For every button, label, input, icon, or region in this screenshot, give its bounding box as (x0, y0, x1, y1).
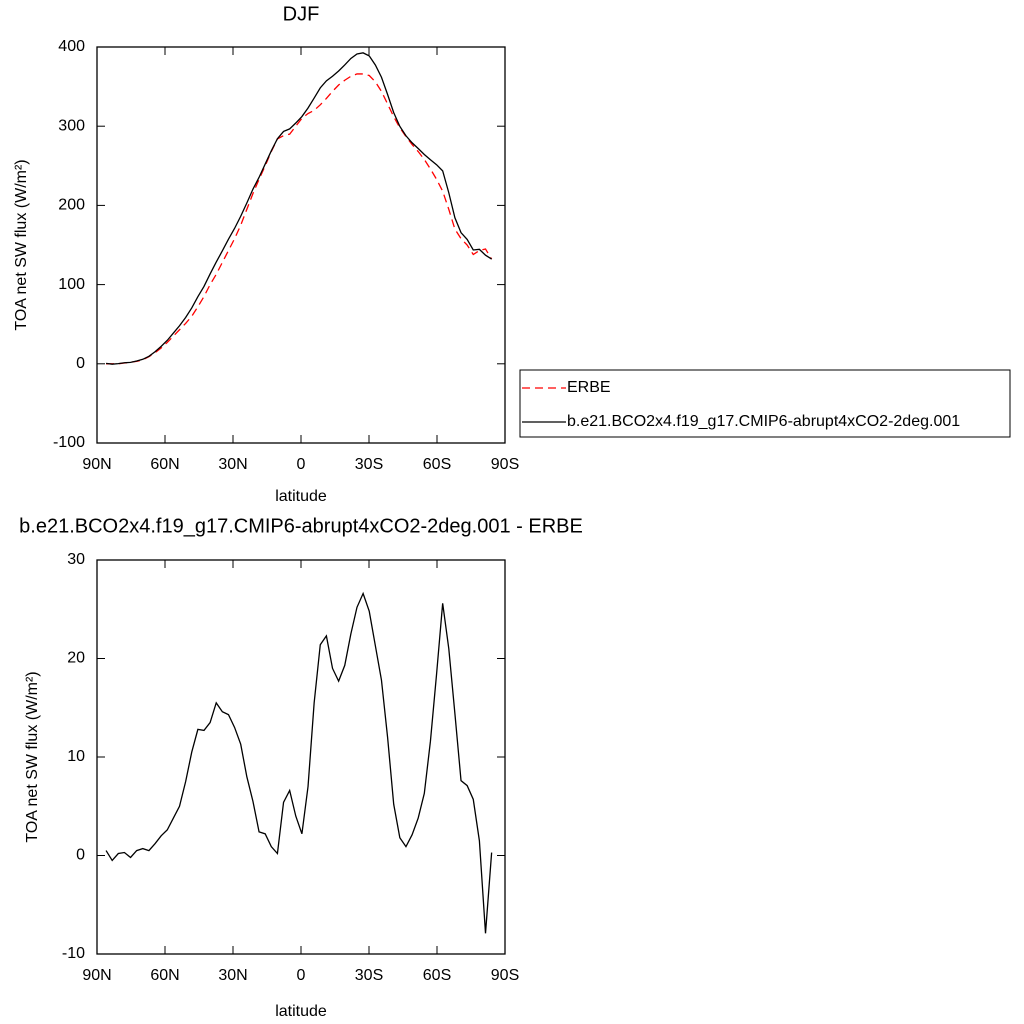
x-tick-label: 90S (491, 967, 519, 984)
data-line (105, 52, 492, 365)
data-line (106, 73, 493, 365)
x-tick-label: 90N (82, 456, 111, 473)
x-tick-label: 30S (355, 456, 383, 473)
x-tick-label: 60N (150, 456, 179, 473)
data-line (105, 591, 493, 934)
y-tick-label: 30 (67, 551, 85, 568)
y-axis-label: TOA net SW flux (W/m²) (13, 159, 30, 330)
x-tick-label: 90S (491, 456, 519, 473)
x-tick-label: 60N (150, 967, 179, 984)
chart-title: DJF (283, 3, 320, 25)
y-tick-label: 400 (58, 38, 85, 55)
legend-label: b.e21.BCO2x4.f19_g17.CMIP6-abrupt4xCO2-2… (567, 413, 960, 430)
x-tick-label: 90N (82, 967, 111, 984)
y-tick-label: 300 (58, 117, 85, 134)
x-axis-label: latitude (275, 1003, 327, 1020)
y-tick-label: 0 (76, 355, 85, 372)
legend: ERBE b.e21.BCO2x4.f19_g17.CMIP6-abrupt4xC… (519, 369, 1011, 438)
legend-label: ERBE (567, 379, 611, 396)
x-tick-label: 60S (423, 456, 451, 473)
x-tick-label: 0 (297, 456, 306, 473)
y-tick-label: 0 (76, 847, 85, 864)
legend-frame (519, 369, 1011, 438)
x-tick-label: 0 (297, 967, 306, 984)
x-tick-label: 60S (423, 967, 451, 984)
y-tick-label: 100 (58, 276, 85, 293)
y-tick-label: -10 (62, 945, 85, 962)
plot-frame (96, 559, 506, 955)
y-tick-label: 200 (58, 197, 85, 214)
x-axis-label: latitude (275, 488, 327, 505)
y-tick-label: 20 (67, 650, 85, 667)
y-axis-label: TOA net SW flux (W/m²) (24, 671, 41, 842)
x-tick-label: 30N (218, 967, 247, 984)
x-tick-label: 30S (355, 967, 383, 984)
chart-title: b.e21.BCO2x4.f19_g17.CMIP6-abrupt4xCO2-2… (19, 515, 583, 537)
y-tick-label: -100 (53, 434, 85, 451)
plot-frame (96, 46, 506, 444)
x-tick-label: 30N (218, 456, 247, 473)
y-tick-label: 10 (67, 748, 85, 765)
